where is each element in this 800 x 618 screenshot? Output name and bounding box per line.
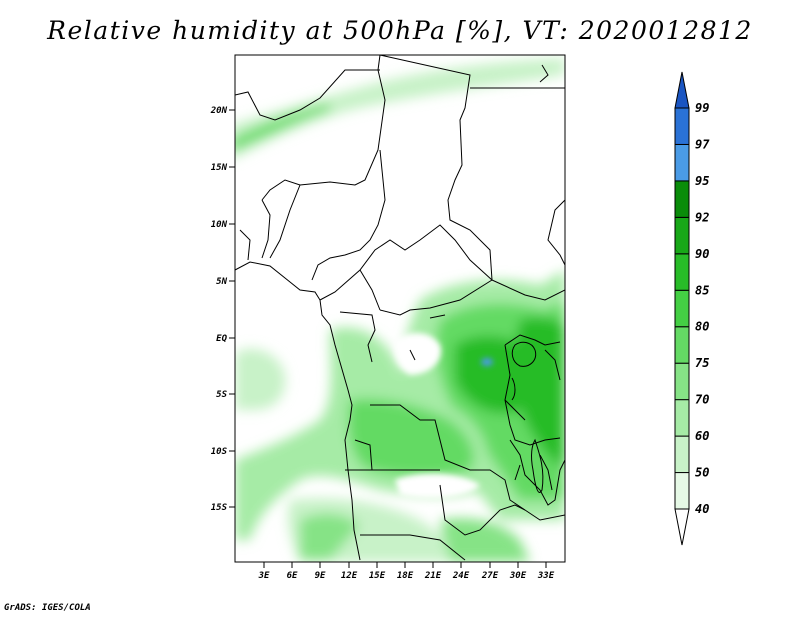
colorbar-label: 60 xyxy=(695,429,709,443)
colorbar-label: 99 xyxy=(695,101,709,115)
colorbar-label: 90 xyxy=(695,247,709,261)
colorbar-label: 40 xyxy=(695,502,709,516)
colorbar-segment xyxy=(674,399,690,437)
lon-label: 12E xyxy=(341,571,358,581)
colorbar-segment xyxy=(674,253,690,291)
colorbar-label: 50 xyxy=(695,466,709,480)
lakes xyxy=(409,64,549,493)
lat-label: 20N xyxy=(210,106,228,116)
lon-label: 6E xyxy=(287,571,298,581)
colorbar-label: 95 xyxy=(695,174,709,188)
colorbar-segment xyxy=(674,326,690,364)
lat-label: 15S xyxy=(211,503,228,513)
colorbar-label: 70 xyxy=(695,393,709,407)
lon-label: 18E xyxy=(397,571,414,581)
colorbar-segment xyxy=(674,435,690,474)
map-frame xyxy=(234,54,566,563)
colorbar-bottom-triangle xyxy=(674,508,690,546)
colorbar-segment xyxy=(674,143,690,182)
lat-label: 10N xyxy=(211,220,228,230)
colorbar-label: 85 xyxy=(695,283,709,297)
colorbar-label: 80 xyxy=(695,320,709,334)
lat-label: 10S xyxy=(211,447,228,457)
colorbar-label: 75 xyxy=(695,356,709,370)
lat-label: EQ xyxy=(216,334,227,344)
lon-label: 21E xyxy=(424,571,442,581)
lat-label: 5S xyxy=(216,390,227,400)
colorbar-segment xyxy=(674,180,690,218)
lon-label: 24E xyxy=(452,571,470,581)
colorbar-segment xyxy=(674,472,690,510)
colorbar: 40 50 60 70 75 80 85 90 92 95 97 99 xyxy=(674,71,710,546)
latitude-labels: 20N 15N 10N 5N EQ 5S 10S 15S xyxy=(210,106,228,513)
lon-label: 30E xyxy=(509,571,527,581)
lat-label: 5N xyxy=(216,277,227,287)
map-title: Relative humidity at 500hPa [%], VT: 202… xyxy=(47,16,753,45)
lat-label: 15N xyxy=(211,163,228,173)
colorbar-top-triangle xyxy=(674,71,690,109)
colorbar-segment xyxy=(674,107,690,145)
humidity-field xyxy=(235,58,565,562)
colorbar-segment xyxy=(674,216,690,255)
longitude-labels: 3E 6E 9E 12E 15E 18E 21E 24E 27E 30E 33E xyxy=(258,571,555,581)
country-borders xyxy=(235,55,565,561)
lon-label: 9E xyxy=(315,571,326,581)
colorbar-label: 92 xyxy=(695,210,709,224)
lon-label: 15E xyxy=(369,571,386,581)
axis-ticks xyxy=(229,109,547,568)
lon-label: 27E xyxy=(481,571,499,581)
lon-label: 33E xyxy=(537,571,555,581)
grads-credit: GrADS: IGES/COLA xyxy=(4,603,91,613)
lon-label: 3E xyxy=(258,571,270,581)
colorbar-segment xyxy=(674,289,690,328)
colorbar-segment xyxy=(674,362,690,401)
colorbar-label: 97 xyxy=(695,137,710,151)
